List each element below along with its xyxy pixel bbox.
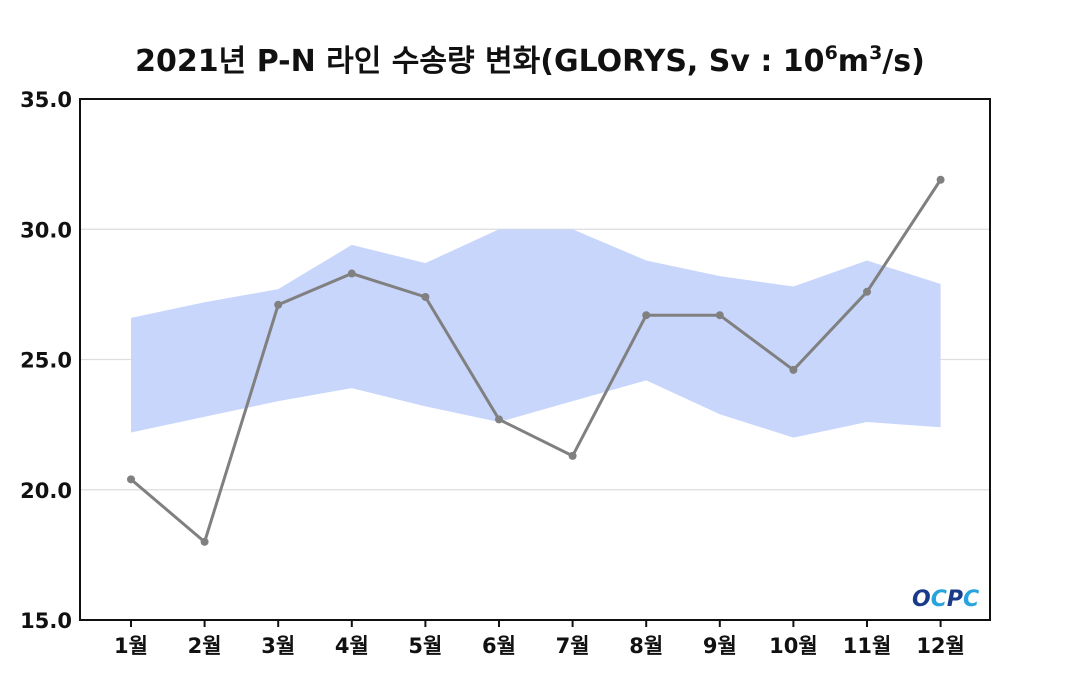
chart-title-superscript-2: 3 bbox=[869, 42, 882, 64]
ocpc-logo-letter: P bbox=[947, 587, 963, 612]
data-point bbox=[863, 287, 871, 296]
x-axis-ticks bbox=[130, 620, 942, 627]
x-tick-label: 2월 bbox=[188, 634, 222, 658]
plot-frame bbox=[79, 98, 991, 621]
ocpc-logo-text: OCPC bbox=[912, 587, 979, 612]
data-point bbox=[127, 475, 135, 484]
x-tick-label: 11월 bbox=[843, 634, 892, 658]
range-band bbox=[131, 229, 941, 438]
data-point bbox=[715, 311, 724, 320]
x-tick-label: 8월 bbox=[629, 634, 663, 658]
x-axis-tick-labels: 1월 2월 3월 4월 5월 6월 7월 8월 9월 10월 11월 12월 bbox=[114, 634, 965, 658]
ocpc-logo: OCPC bbox=[912, 587, 979, 612]
y-tick-label: 35.0 bbox=[20, 88, 72, 112]
data-point bbox=[274, 300, 283, 309]
data-point bbox=[200, 537, 209, 546]
series-line bbox=[130, 178, 942, 545]
x-tick-label: 7월 bbox=[556, 634, 590, 658]
x-tick-label: 9월 bbox=[703, 634, 737, 658]
x-tick-label: 4월 bbox=[335, 634, 369, 658]
data-point bbox=[936, 175, 945, 184]
chart-title-end: /s) bbox=[882, 44, 925, 79]
data-point bbox=[789, 365, 798, 374]
y-tick-label: 25.0 bbox=[20, 349, 72, 373]
data-point bbox=[568, 451, 577, 460]
data-points bbox=[127, 175, 945, 546]
x-tick-label: 3월 bbox=[261, 634, 295, 658]
chart-title-main: 2021년 P-N 라인 수송량 변화(GLORYS, Sv : 10 bbox=[135, 44, 824, 79]
data-point bbox=[642, 311, 651, 320]
x-tick-label: 6월 bbox=[482, 634, 516, 658]
chart-title: 2021년 P-N 라인 수송량 변화(GLORYS, Sv : 106m3/s… bbox=[135, 42, 925, 79]
x-tick-label: 5월 bbox=[408, 634, 442, 658]
data-point bbox=[347, 269, 356, 278]
y-tick-label: 30.0 bbox=[20, 218, 72, 242]
chart-title-unit: m bbox=[838, 44, 869, 79]
ocpc-logo-letter: C bbox=[963, 587, 979, 612]
y-axis-tick-labels: 15.0 20.0 25.0 30.0 35.0 bbox=[20, 88, 72, 633]
ocpc-logo-letter: O bbox=[912, 587, 931, 612]
ocpc-logo-letter: C bbox=[931, 587, 947, 612]
data-point bbox=[421, 292, 430, 301]
y-tick-label: 20.0 bbox=[20, 479, 72, 503]
data-point bbox=[495, 415, 503, 424]
x-tick-label: 1월 bbox=[114, 634, 148, 658]
chart-title-superscript-1: 6 bbox=[825, 42, 838, 64]
x-tick-label: 12월 bbox=[916, 634, 965, 658]
y-tick-label: 15.0 bbox=[20, 609, 72, 633]
x-tick-label: 10월 bbox=[769, 634, 818, 658]
